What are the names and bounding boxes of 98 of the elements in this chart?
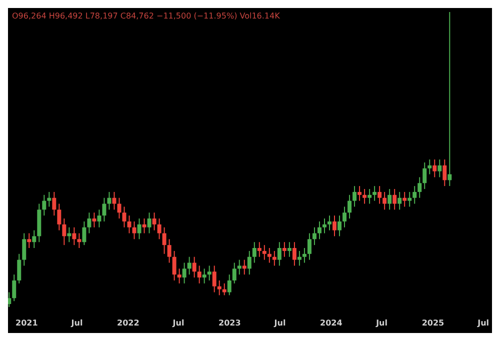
candlestick [72, 226, 76, 246]
candlestick [342, 206, 347, 228]
candlestick [282, 242, 286, 258]
candlestick [297, 250, 302, 266]
candlestick [378, 186, 382, 204]
x-tick-label: 2024 [320, 318, 343, 328]
candlestick [232, 262, 236, 284]
x-tick-label: Jul [172, 318, 184, 328]
candlestick [272, 250, 276, 266]
candlestick [312, 226, 316, 246]
x-tick-label: Jul [375, 318, 388, 328]
candlestick [257, 242, 262, 258]
candlestick [107, 191, 112, 210]
annotation: O96,264 H96,492 L78,197 C84,762 −11,500 (−11.95%) Vol16.14K [12, 12, 281, 20]
candlestick [52, 191, 56, 216]
candlestick [277, 242, 282, 266]
candlestick [47, 191, 52, 208]
candlestick [432, 159, 437, 178]
candlestick [262, 244, 266, 260]
candlestick [182, 262, 186, 284]
candlestick [388, 188, 392, 210]
candlestick [442, 159, 447, 187]
candlestick [362, 188, 367, 204]
candlestick [322, 218, 326, 234]
candlestick [152, 212, 156, 231]
candlestick [292, 242, 296, 266]
candlestick [307, 232, 312, 260]
candlestick [408, 191, 412, 208]
candlestick [82, 220, 86, 246]
candlestick [187, 256, 192, 276]
candlestick [338, 215, 342, 237]
candlestick [197, 265, 202, 284]
candlestick [32, 230, 36, 248]
candlestick [267, 248, 272, 264]
candlestick [428, 159, 432, 175]
x-tick-label: Jul [476, 318, 490, 328]
x-tick-label: Jul [273, 318, 286, 328]
candlestick [202, 268, 206, 284]
candlestick [142, 218, 146, 234]
candlestick [97, 209, 102, 228]
candlestick [17, 253, 22, 284]
candlestick [147, 212, 152, 234]
candlestick [352, 186, 357, 208]
candlestick [418, 176, 422, 198]
candlestick [392, 188, 397, 210]
candlestick [372, 186, 377, 202]
candlestick [57, 203, 62, 231]
candlestick [402, 191, 407, 208]
candlestick [382, 191, 387, 210]
x-tick-label: 2022 [117, 318, 140, 328]
candlestick [358, 186, 362, 202]
candlestick [22, 232, 26, 266]
candlestick [162, 226, 166, 254]
candlestick [302, 248, 306, 264]
candlestick [398, 191, 402, 210]
candlestick [127, 215, 132, 234]
candlestick [438, 159, 442, 178]
x-tick-label: 2021 [16, 318, 38, 328]
candlestick [177, 268, 182, 284]
candlestick [252, 242, 256, 264]
candlestick [102, 197, 106, 222]
candlestick [112, 191, 116, 210]
candlestick [157, 218, 162, 240]
candlestick [247, 250, 252, 276]
candlestick [192, 256, 196, 278]
candlestick [167, 238, 172, 264]
candlestick [87, 212, 92, 234]
candlestick [217, 280, 222, 296]
candlestick [137, 218, 142, 240]
candlestick [212, 265, 216, 293]
candlestick [448, 12, 452, 187]
candlestick [77, 232, 82, 248]
candlestick [422, 162, 427, 190]
candlestick [332, 215, 337, 237]
candlestick [327, 215, 332, 231]
candlestick [412, 186, 417, 204]
candlestick [207, 265, 212, 281]
candlestick [368, 188, 372, 204]
candlestick [287, 242, 292, 258]
candlestick [42, 194, 46, 216]
candlestick [242, 259, 246, 276]
candlestick [237, 259, 242, 276]
candlestick [122, 206, 126, 228]
x-tick-label: Jul [70, 318, 83, 328]
candlestick [92, 212, 96, 228]
candlestick [117, 197, 122, 219]
candlestick [222, 282, 226, 296]
candlestick [317, 220, 322, 240]
candlestick [348, 194, 352, 219]
x-tick-label: 2023 [218, 318, 241, 328]
candlestick [8, 292, 12, 308]
candlestick [27, 232, 32, 248]
candlestick [132, 220, 136, 240]
candlestick [227, 274, 232, 296]
candlestick [172, 250, 176, 281]
x-tick-label: 2025 [422, 318, 445, 328]
candlestick [62, 218, 66, 246]
candlestick [12, 274, 16, 302]
